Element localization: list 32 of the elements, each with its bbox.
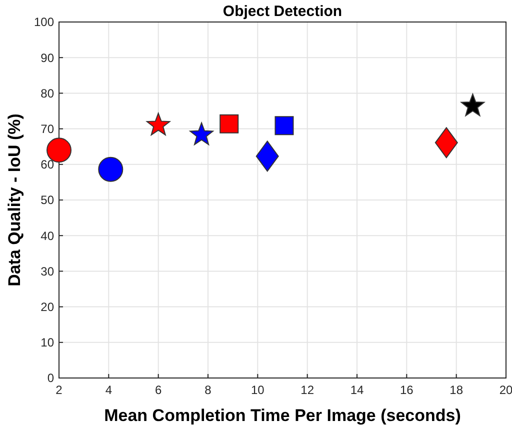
y-tick-label: 50: [40, 193, 54, 208]
y-tick-label: 40: [40, 228, 54, 243]
y-tick-label: 70: [40, 122, 54, 136]
x-tick-label: 16: [400, 383, 414, 397]
y-tick-label: 90: [40, 50, 54, 65]
x-tick-label: 4: [105, 383, 112, 397]
x-tick-label: 2: [56, 383, 63, 397]
x-tick-label: 18: [450, 383, 464, 397]
x-axis-title: Mean Completion Time Per Image (seconds): [104, 406, 461, 425]
chart-title: Object Detection: [222, 3, 342, 20]
y-tick-label: 100: [34, 15, 54, 30]
point: [146, 112, 170, 136]
y-tick-label: 30: [40, 264, 54, 278]
point: [434, 127, 458, 158]
x-tick-label: 6: [154, 383, 162, 397]
x-tick-label: 12: [300, 383, 314, 397]
y-tick-label: 0: [47, 371, 54, 386]
x-tick-label: 14: [350, 383, 364, 397]
x-tick-label: 8: [204, 383, 212, 397]
y-tick-label: 60: [40, 158, 54, 172]
point: [460, 94, 485, 116]
point: [220, 114, 239, 134]
x-tick-label: 10: [250, 383, 265, 397]
point: [274, 116, 294, 136]
y-axis-title: Data Quality - IoU (%): [5, 114, 24, 286]
x-tick-label: 20: [499, 383, 512, 397]
point: [190, 122, 214, 146]
y-tick-label: 80: [40, 86, 54, 100]
point: [98, 156, 124, 182]
y-tick-label: 10: [40, 336, 54, 350]
y-tick-label: 20: [40, 300, 54, 314]
point: [256, 140, 279, 172]
